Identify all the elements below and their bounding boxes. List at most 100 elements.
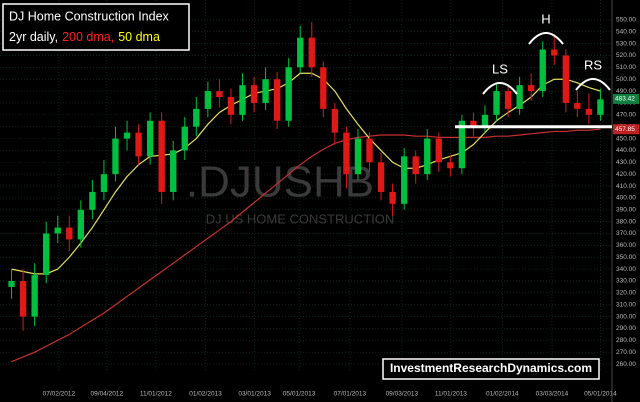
candle-body xyxy=(273,79,281,121)
candle-body xyxy=(77,209,85,240)
candle-body xyxy=(8,280,15,287)
candle-body xyxy=(181,126,188,151)
candle-body xyxy=(354,138,362,175)
y-tick-label: 410.00 xyxy=(616,183,636,190)
candle-body xyxy=(516,85,523,109)
candle-body xyxy=(447,162,454,169)
x-tick-label: 11/01/2012 xyxy=(140,391,172,398)
pattern-arc xyxy=(482,82,518,95)
candle-body xyxy=(146,120,154,157)
x-tick-label: 03/01/2013 xyxy=(238,391,271,398)
pattern-label: LS xyxy=(492,61,508,76)
watermark-sub: DJ US HOME CONSTRUCTION xyxy=(206,211,395,226)
candle-body xyxy=(135,132,142,157)
y-tick-label: 330.00 xyxy=(616,278,636,285)
moving-average-line xyxy=(11,72,601,275)
x-tick-label: 09/03/2013 xyxy=(386,391,419,398)
y-tick-label: 540.00 xyxy=(616,28,636,35)
candle-body xyxy=(551,49,558,56)
candle-body xyxy=(31,275,38,317)
candle-body xyxy=(158,120,165,192)
candle-body xyxy=(470,120,477,127)
y-tick-label: 350.00 xyxy=(616,254,636,261)
candle-body xyxy=(585,108,593,115)
y-tick-label: 530.00 xyxy=(616,40,636,47)
x-tick-label: 07/01/2013 xyxy=(334,391,367,398)
candle-body xyxy=(504,91,512,109)
price-tag xyxy=(613,124,639,135)
candle-body xyxy=(424,138,431,175)
y-tick-label: 280.00 xyxy=(616,337,636,344)
x-tick-label: 09/04/2012 xyxy=(91,391,124,398)
y-tick-label: 470.00 xyxy=(616,112,636,119)
candle-body xyxy=(458,120,466,169)
y-tick-label: 430.00 xyxy=(616,159,636,166)
x-tick-label: 07/02/2012 xyxy=(43,391,76,398)
pattern-label: RS xyxy=(584,57,602,72)
subtitle-part: 50 dma xyxy=(118,30,160,44)
y-tick-label: 420.00 xyxy=(616,171,636,178)
pattern-arc xyxy=(528,32,564,45)
candle-body xyxy=(527,85,535,92)
credit: InvestmentResearchDynamics.com xyxy=(390,361,592,375)
y-tick-label: 260.00 xyxy=(616,361,636,368)
candle-body xyxy=(366,138,373,163)
pattern-arc xyxy=(575,78,611,91)
y-tick-label: 400.00 xyxy=(616,195,636,202)
y-tick-label: 550.00 xyxy=(616,17,636,24)
y-tick-label: 370.00 xyxy=(616,230,636,237)
x-tick-label: 03/03/2014 xyxy=(536,391,569,398)
candle-body xyxy=(435,138,442,163)
candle-body xyxy=(112,138,119,175)
y-tick-label: 320.00 xyxy=(616,290,636,297)
y-tick-label: 380.00 xyxy=(616,218,636,225)
candle-body xyxy=(89,191,96,210)
x-tick-label: 01/02/2014 xyxy=(486,391,519,398)
candle-body xyxy=(320,67,327,109)
candle-body xyxy=(216,91,223,98)
price-tag-label: 483.42 xyxy=(615,96,635,103)
candle-body xyxy=(389,191,396,204)
candle-body xyxy=(308,37,315,68)
y-tick-label: 310.00 xyxy=(616,301,636,308)
subtitle-part: 200 dma, xyxy=(62,30,114,44)
candle-body xyxy=(19,280,27,317)
y-tick-label: 360.00 xyxy=(616,242,636,249)
candle-body xyxy=(66,227,73,240)
pattern-label: H xyxy=(541,11,550,26)
candle-body xyxy=(100,174,108,192)
candle-body xyxy=(400,156,408,204)
subtitle-part: 2yr daily, xyxy=(9,30,58,44)
candle-body xyxy=(123,132,131,139)
chart-title: DJ Home Construction Index xyxy=(9,9,170,23)
y-tick-label: 520.00 xyxy=(616,52,636,59)
candle-body xyxy=(193,108,200,127)
price-tag xyxy=(613,93,639,104)
candle-body xyxy=(285,67,292,121)
candle-body xyxy=(562,55,569,103)
candle-body xyxy=(250,85,258,103)
candle-body xyxy=(481,114,489,127)
credit-box xyxy=(382,358,600,380)
candle-body xyxy=(343,132,350,175)
y-tick-label: 510.00 xyxy=(616,64,636,71)
candle-body xyxy=(493,91,500,115)
y-tick-label: 340.00 xyxy=(616,266,636,273)
candle-body xyxy=(54,227,61,234)
x-tick-label: 05/01/2013 xyxy=(283,391,316,398)
candle-body xyxy=(297,37,304,68)
y-tick-label: 270.00 xyxy=(616,349,636,356)
y-tick-label: 490.00 xyxy=(616,88,636,95)
candle-body xyxy=(43,233,50,276)
y-tick-label: 290.00 xyxy=(616,325,636,332)
y-tick-label: 450.00 xyxy=(616,135,636,142)
y-tick-label: 440.00 xyxy=(616,147,636,154)
candle-body xyxy=(331,108,339,133)
candle-body xyxy=(262,79,269,103)
y-tick-label: 500.00 xyxy=(616,76,636,83)
candle-body xyxy=(239,85,246,115)
chart-subtitle: 2yr daily, 200 dma, 50 dma xyxy=(9,30,160,44)
price-tag-label: 457.85 xyxy=(615,126,635,133)
